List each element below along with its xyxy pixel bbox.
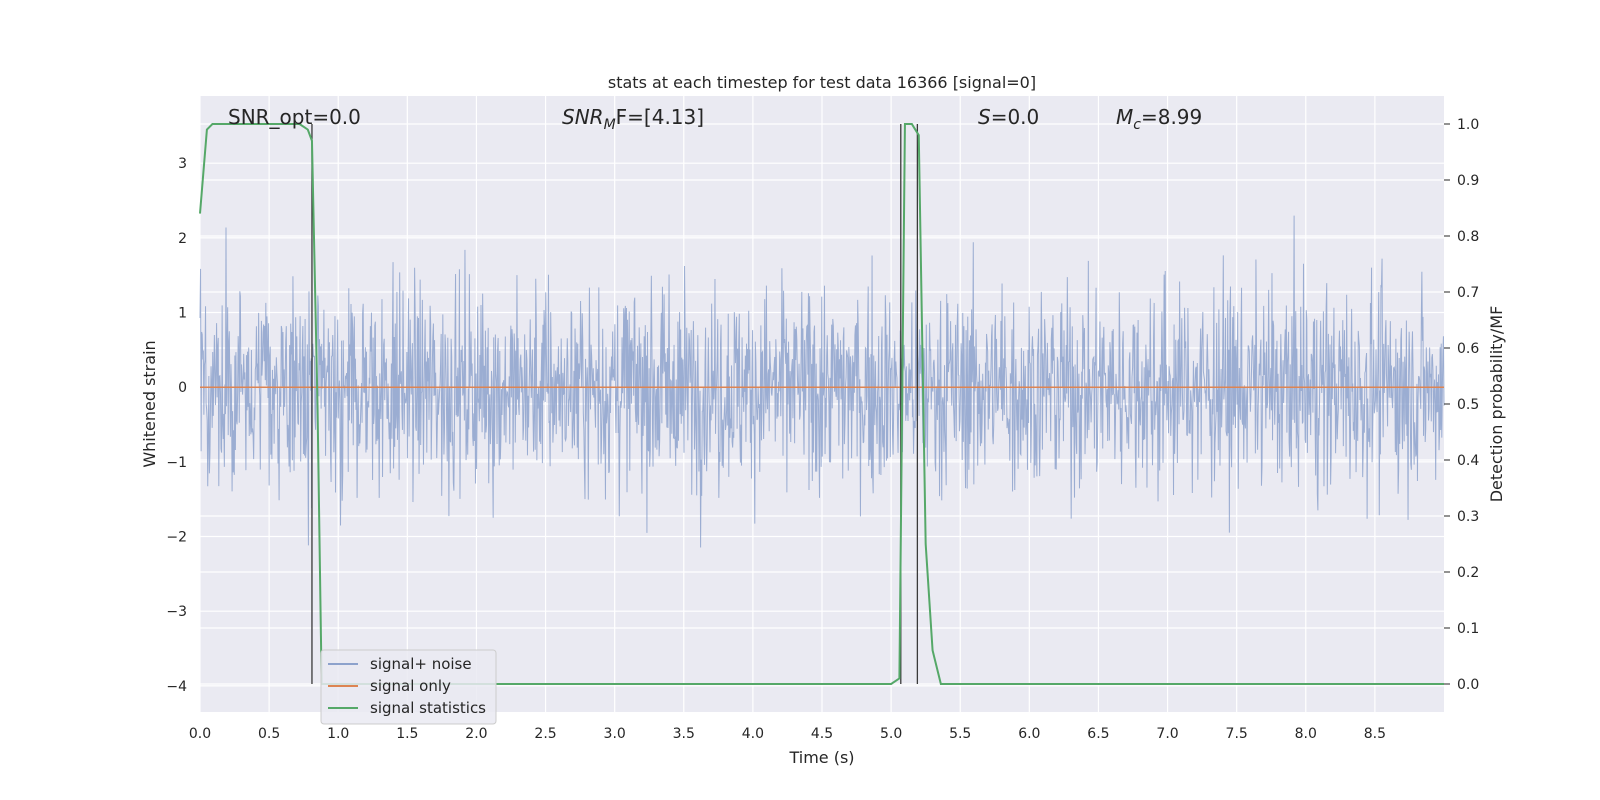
y2-tick-label: 0.1 bbox=[1457, 621, 1479, 637]
x-tick-label: 4.5 bbox=[811, 726, 833, 742]
x-tick-label: 1.5 bbox=[396, 726, 418, 742]
x-tick-label: 6.0 bbox=[1018, 726, 1040, 742]
legend: signal+ noise signal only signal statist… bbox=[320, 649, 497, 725]
chart-title: stats at each timestep for test data 163… bbox=[608, 73, 1036, 92]
x-axis-label: Time (s) bbox=[788, 748, 854, 767]
x-tick-label: 8.0 bbox=[1295, 726, 1317, 742]
y2-tick-label: 0.3 bbox=[1457, 509, 1479, 525]
y-tick-label: 1 bbox=[178, 306, 187, 322]
annotation-snr-mf-rest: F=[4.13] bbox=[616, 105, 704, 129]
y-tick-label: 2 bbox=[178, 231, 187, 247]
annotation-snr-mf-prefix: SNR bbox=[562, 105, 604, 129]
y2-tick-label: 0.0 bbox=[1457, 677, 1479, 693]
x-tick-label: 7.0 bbox=[1156, 726, 1178, 742]
series-signal-noise bbox=[199, 215, 1445, 548]
x-tick-label: 0.0 bbox=[189, 726, 211, 742]
y2-tick-label: 0.2 bbox=[1457, 565, 1479, 581]
x-tick-label: 6.5 bbox=[1087, 726, 1109, 742]
y-tick-label: 0 bbox=[178, 380, 187, 396]
y-axis-ticks: 3 2 1 0 −1 −2 −3 −4 bbox=[166, 156, 187, 695]
x-tick-label: 0.5 bbox=[258, 726, 280, 742]
y2-axis-ticks: 1.0 0.9 0.8 0.7 0.6 0.5 0.4 0.3 0.2 0.1 0.0 bbox=[1444, 117, 1479, 693]
line-signal-noise bbox=[199, 215, 1445, 548]
y-axis-label: Whitened strain bbox=[140, 340, 159, 467]
y2-tick-label: 0.9 bbox=[1457, 173, 1479, 189]
annotation-mc: Mc=8.99 bbox=[1116, 105, 1202, 133]
y-tick-label: −1 bbox=[166, 455, 187, 471]
annotation-snr-opt: SNR_opt=0.0 bbox=[228, 105, 361, 129]
legend-box bbox=[320, 649, 497, 725]
annotation-mc-prefix: M bbox=[1116, 105, 1133, 129]
y-tick-label: −4 bbox=[166, 679, 187, 695]
x-tick-label: 2.5 bbox=[534, 726, 556, 742]
x-tick-label: 4.0 bbox=[742, 726, 764, 742]
y-tick-label: −2 bbox=[166, 530, 187, 546]
y2-axis-label: Detection probability/MF bbox=[1487, 306, 1506, 503]
annotation-snr-mf: SNRMF=[4.13] bbox=[562, 105, 704, 133]
x-tick-label: 5.5 bbox=[949, 726, 971, 742]
y2-tick-label: 1.0 bbox=[1457, 117, 1479, 133]
x-tick-label: 7.5 bbox=[1226, 726, 1248, 742]
y2-tick-label: 0.8 bbox=[1457, 229, 1479, 245]
legend-label-signal-noise: signal+ noise bbox=[370, 655, 472, 673]
y2-tick-label: 0.7 bbox=[1457, 285, 1479, 301]
annotation-s-prefix: S bbox=[978, 105, 991, 129]
x-axis-ticks: 0.0 0.5 1.0 1.5 2.0 2.5 3.0 3.5 4.0 4.5 5.0 5.5 6.0 6… bbox=[189, 726, 1386, 742]
annotation-s: S=0.0 bbox=[978, 105, 1039, 129]
y-tick-label: 3 bbox=[178, 156, 187, 172]
annotation-mc-rest: =8.99 bbox=[1141, 105, 1202, 129]
x-tick-label: 3.0 bbox=[604, 726, 626, 742]
legend-label-signal-statistics: signal statistics bbox=[370, 699, 486, 717]
legend-label-signal-only: signal only bbox=[370, 677, 451, 695]
x-tick-label: 3.5 bbox=[673, 726, 695, 742]
x-tick-label: 5.0 bbox=[880, 726, 902, 742]
annotation-s-rest: =0.0 bbox=[991, 105, 1040, 129]
x-tick-label: 8.5 bbox=[1364, 726, 1386, 742]
y2-tick-label: 0.4 bbox=[1457, 453, 1479, 469]
annotation-mc-sub: c bbox=[1133, 117, 1141, 133]
y2-tick-label: 0.5 bbox=[1457, 397, 1479, 413]
x-tick-label: 2.0 bbox=[465, 726, 487, 742]
annotation-snr-mf-sub: M bbox=[604, 117, 616, 133]
y2-tick-label: 0.6 bbox=[1457, 341, 1479, 357]
y-tick-label: −3 bbox=[166, 604, 187, 620]
x-tick-label: 1.0 bbox=[327, 726, 349, 742]
